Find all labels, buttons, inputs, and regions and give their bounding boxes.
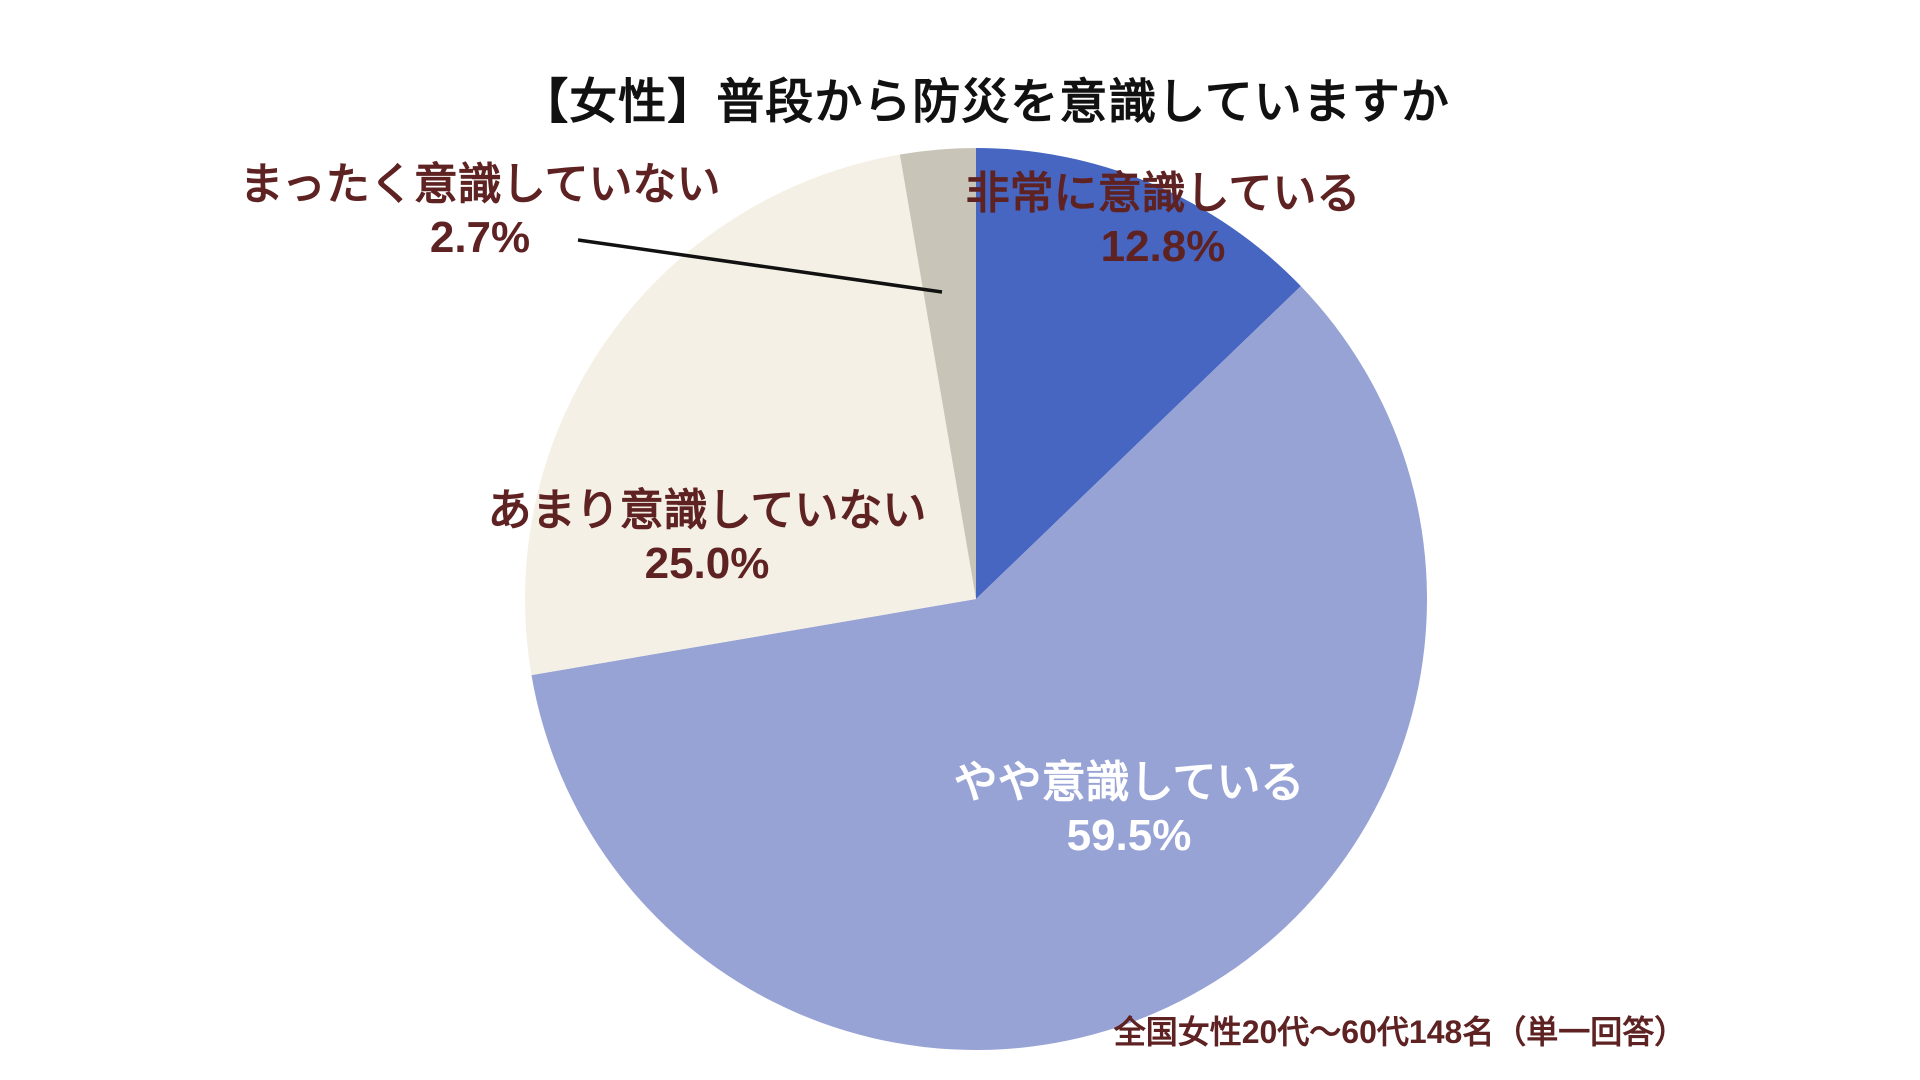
label-somewhat-aware-pct: 59.5%	[1066, 811, 1192, 860]
label-not-very-aware-text: あまり意識していない	[487, 486, 927, 536]
label-very-aware-text: 非常に意識している	[965, 169, 1361, 219]
label-not-at-all-aware: まったく意識していない 2.7%	[240, 159, 721, 265]
label-very-aware: 非常に意識している 12.8%	[966, 168, 1361, 274]
label-not-at-all-aware-pct: 2.7%	[429, 213, 531, 262]
label-not-very-aware-pct: 25.0%	[644, 539, 770, 588]
label-not-at-all-aware-text: まったく意識していない	[239, 160, 721, 210]
pie-slices	[524, 148, 1427, 1050]
label-very-aware-pct: 12.8%	[1100, 222, 1226, 271]
source-note: 全国女性20代～60代148名（単一回答）	[1113, 1014, 1687, 1050]
chart-title: 【女性】普段から防災を意識していますか	[520, 76, 1450, 129]
label-somewhat-aware-text: やや意識している	[953, 758, 1305, 808]
pie-slice-very-aware	[976, 148, 1301, 599]
pie-slice-not-very-aware	[524, 154, 976, 676]
leader-line-not-at-all	[577, 238, 943, 294]
pie-slice-not-at-all-aware	[899, 148, 976, 599]
pie-slice-somewhat-aware	[531, 286, 1427, 1050]
label-somewhat-aware: やや意識している 59.5%	[954, 757, 1305, 863]
label-not-very-aware: あまり意識していない 25.0%	[488, 485, 927, 591]
